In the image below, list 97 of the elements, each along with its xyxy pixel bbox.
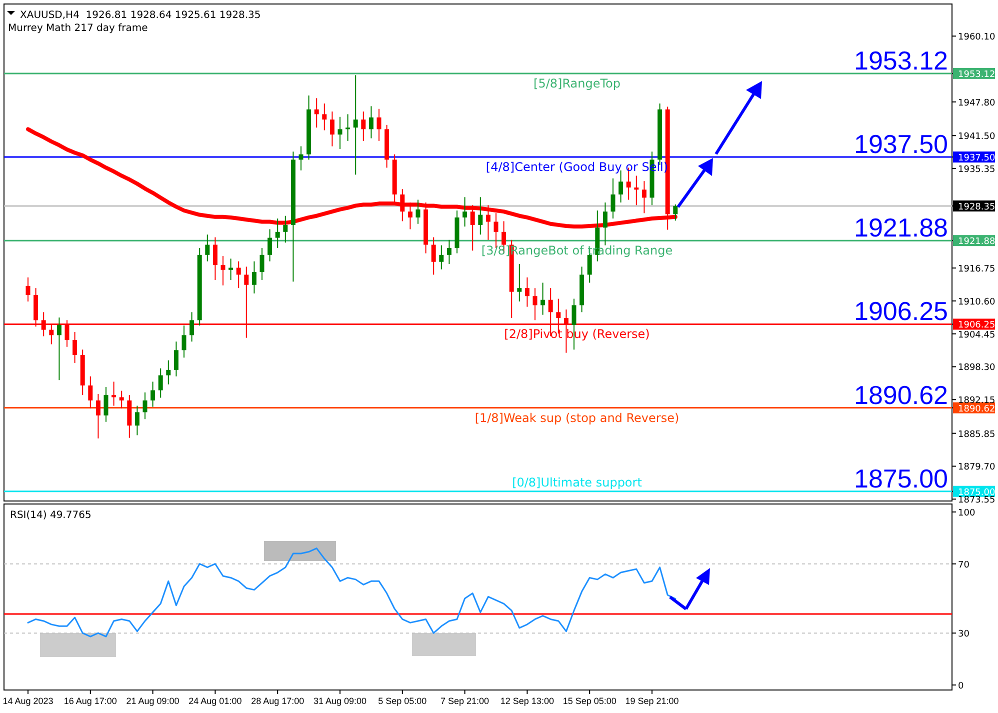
candlestick <box>338 116 342 150</box>
candlestick <box>252 260 256 294</box>
candlestick <box>446 239 452 264</box>
x-tick-label: 15 Sep 05:00 <box>562 696 616 706</box>
candlestick <box>104 386 108 422</box>
candlestick <box>346 114 350 142</box>
candlestick <box>158 368 163 398</box>
y-tick-label: 1947.80 <box>958 98 996 108</box>
candlestick <box>56 317 62 381</box>
candlestick <box>182 325 186 358</box>
candlestick <box>462 196 468 228</box>
x-tick-label: 5 Sep 05:00 <box>378 696 427 706</box>
candlestick <box>602 202 608 246</box>
x-tick-label: 12 Sep 13:00 <box>500 696 554 706</box>
candlestick <box>142 392 148 420</box>
annotation: 1875.00 <box>854 463 948 494</box>
candlestick <box>205 234 210 262</box>
y-tick-label: 1885.85 <box>958 430 996 440</box>
annotation: 1937.50 <box>854 129 948 160</box>
candlestick <box>275 218 280 248</box>
candlestick <box>322 103 327 131</box>
candlestick <box>220 255 226 286</box>
y-tick-label: 1890.62 <box>958 404 996 414</box>
candlestick <box>330 111 334 147</box>
y-tick-label: 1879.70 <box>958 462 996 473</box>
candlestick <box>540 282 546 316</box>
x-tick-label: 16 Aug 17:00 <box>64 696 117 706</box>
candlestick <box>478 196 483 236</box>
candlestick <box>119 390 124 409</box>
ref-line-label: [0/8]Ultimate support <box>512 475 642 490</box>
annotation: 1953.12 <box>854 45 948 76</box>
candlestick <box>212 236 218 281</box>
candlestick <box>88 376 93 409</box>
candlestick <box>517 264 522 302</box>
y-tick-label: 70 <box>958 560 970 570</box>
annotation: 1906.25 <box>854 296 948 326</box>
candlestick <box>439 244 444 270</box>
candlestick <box>298 146 304 171</box>
y-tick-label: 1906.25 <box>958 320 996 331</box>
candlestick <box>26 276 30 302</box>
candlestick <box>190 312 194 342</box>
candlestick <box>236 260 241 289</box>
y-tick-label: 100 <box>958 508 976 518</box>
candlestick <box>134 405 140 436</box>
annotation: 1921.88 <box>854 212 948 243</box>
text: XAUUSD,H4 1926.81 1928.64 1925.61 1928.35 <box>20 10 261 21</box>
x-tick-label: 19 Sep 21:00 <box>625 696 679 706</box>
y-tick-label: 1953.12 <box>958 70 996 80</box>
y-tick-label: 1937.50 <box>958 154 996 164</box>
candlestick <box>642 180 646 214</box>
line-series <box>27 548 676 638</box>
text: RSI(14) 49.7765 <box>10 510 92 521</box>
candlestick <box>431 236 436 276</box>
ref-line-label: [1/8]Weak sup (stop and Reverse) <box>474 410 680 425</box>
candlestick <box>368 106 374 139</box>
y-tick-label: 30 <box>958 630 970 640</box>
candlestick <box>260 247 264 281</box>
y-tick-label: 1910.60 <box>958 297 996 308</box>
candlestick <box>416 199 420 224</box>
candlestick <box>361 111 366 142</box>
candlestick <box>610 178 616 220</box>
x-tick-label: 7 Sep 21:00 <box>440 696 490 706</box>
candlestick <box>634 175 639 206</box>
candlestick <box>166 360 171 385</box>
candlestick <box>353 74 358 176</box>
annotation: 1890.62 <box>854 380 948 410</box>
candlestick <box>150 381 156 408</box>
candlestick <box>174 341 178 377</box>
x-tick-label: 21 Aug 09:00 <box>126 696 180 706</box>
x-tick-label: 24 Aug 01:00 <box>188 696 242 706</box>
y-tick-label: 1935.35 <box>958 165 996 176</box>
ref-line-label: [5/8]RangeTop <box>534 76 620 90</box>
x-tick-label: 31 Aug 09:00 <box>313 696 367 706</box>
y-tick-label: 1916.75 <box>958 264 996 275</box>
candlestick <box>72 331 78 364</box>
candlestick <box>673 204 678 222</box>
y-tick-label: 1904.45 <box>958 330 996 340</box>
y-tick-label: 1928.35 <box>958 202 996 212</box>
candlestick <box>314 98 319 128</box>
y-tick-label: 1941.50 <box>958 132 996 142</box>
candlestick <box>524 276 530 308</box>
candlestick <box>228 258 234 281</box>
candlestick <box>283 215 288 244</box>
candlestick <box>532 288 538 321</box>
y-tick-label: 1921.88 <box>958 237 996 248</box>
candlestick <box>96 394 100 439</box>
y-tick-label: 0 <box>958 681 964 692</box>
y-tick-label: 1873.55 <box>958 496 996 506</box>
x-tick-label: 14 Aug 2023 <box>2 696 54 706</box>
candlestick <box>112 381 116 406</box>
candlestick <box>376 108 382 142</box>
text: Murrey Math 217 day frame <box>8 23 148 34</box>
candlestick <box>400 188 405 222</box>
y-tick-label: 1898.30 <box>958 363 996 374</box>
y-tick-label: 1960.10 <box>958 32 996 43</box>
candlestick <box>268 228 272 262</box>
x-tick-label: 28 Aug 17:00 <box>251 696 304 706</box>
